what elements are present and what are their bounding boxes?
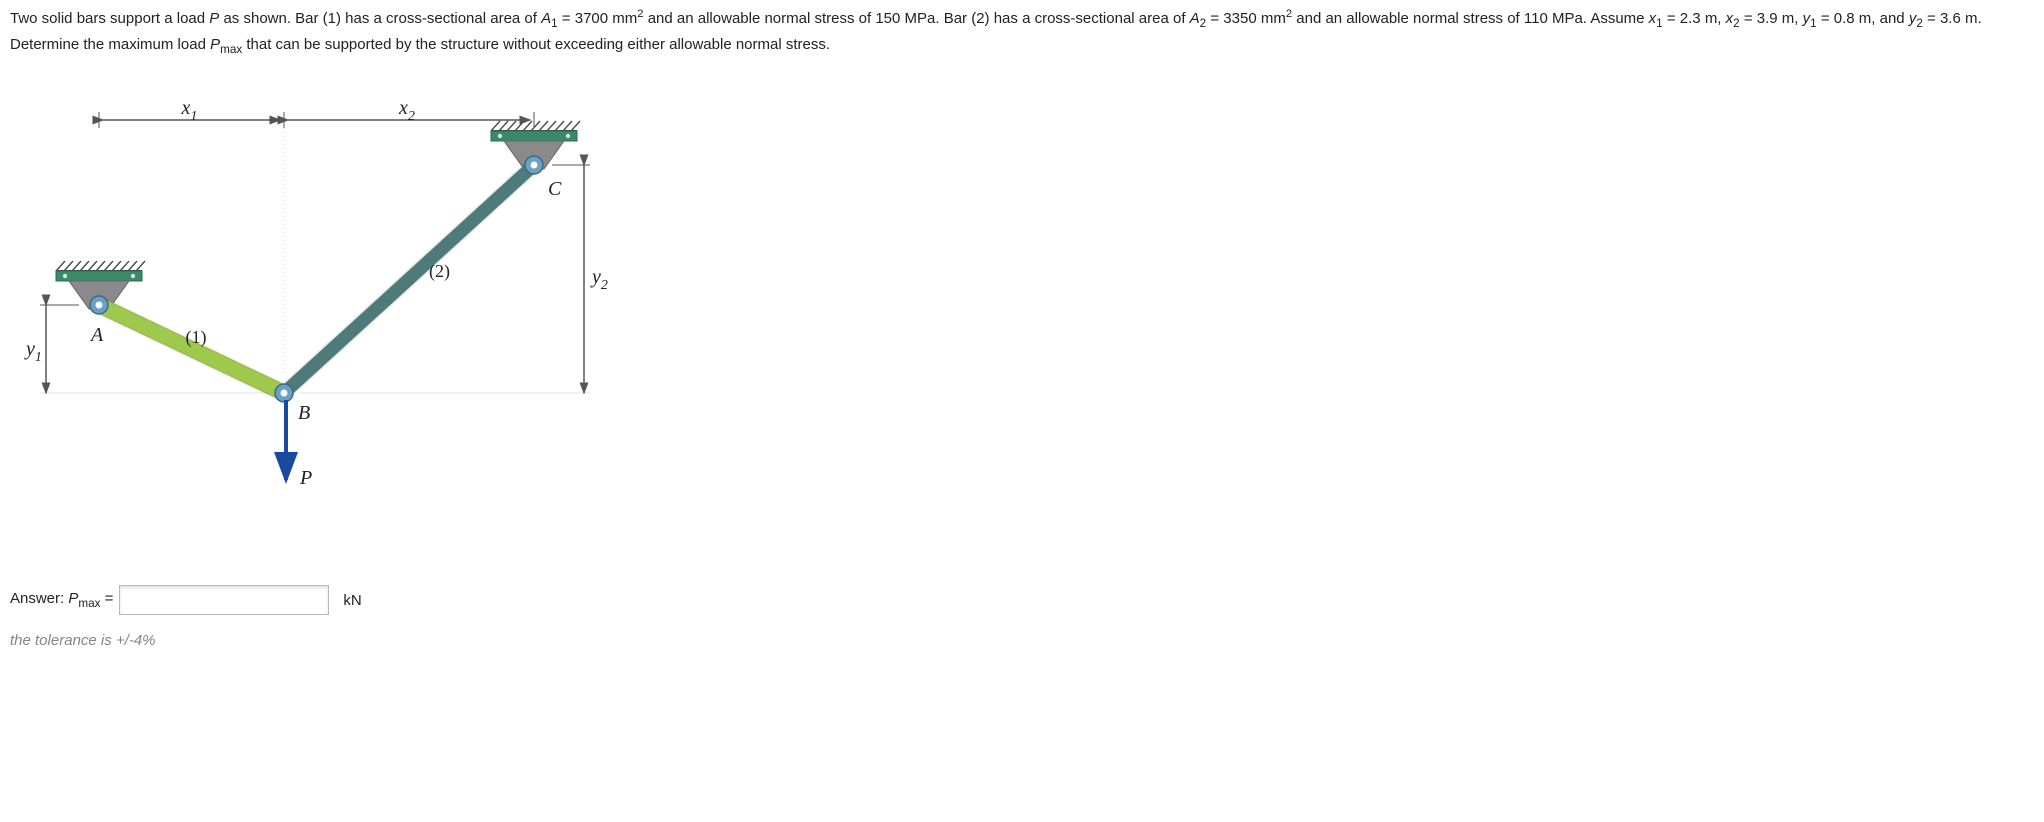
pmax-input[interactable] xyxy=(119,585,329,615)
var-Pmax: P xyxy=(210,36,220,53)
text: = xyxy=(558,10,575,27)
text: 0.8 m, and xyxy=(1834,10,1909,27)
svg-text:(2): (2) xyxy=(429,261,450,282)
text: 2.3 m, xyxy=(1680,10,1726,27)
text: Two solid bars support a load xyxy=(10,10,209,27)
svg-text:A: A xyxy=(89,324,104,346)
svg-text:P: P xyxy=(299,467,312,489)
text: = xyxy=(1740,10,1757,27)
unit-label: kN xyxy=(343,589,361,612)
var-P: P xyxy=(209,10,219,27)
answer-row: Answer: Pmax = kN xyxy=(10,585,2034,615)
tolerance-note: the tolerance is +/-4% xyxy=(10,629,2034,652)
text: and an allowable normal stress of 150 MP… xyxy=(644,10,1190,27)
text: = xyxy=(1663,10,1680,27)
svg-text:B: B xyxy=(298,402,310,424)
diagram-svg: x1x2ABC(1)(2)y1y2P xyxy=(24,85,614,555)
svg-text:C: C xyxy=(548,178,562,200)
text: that can be supported by the structure w… xyxy=(242,36,830,53)
text: as shown. Bar (1) has a cross-sectional … xyxy=(219,10,541,27)
text: = xyxy=(1923,10,1940,27)
problem-statement: Two solid bars support a load P as shown… xyxy=(10,6,2030,59)
answer-label: Answer: Pmax = xyxy=(10,587,113,613)
text: and an allowable normal stress of 110 MP… xyxy=(1292,10,1649,27)
var-A2: A xyxy=(1190,10,1200,27)
svg-text:y2: y2 xyxy=(590,266,608,293)
text: 3350 mm xyxy=(1223,10,1286,27)
text: 3.9 m, xyxy=(1757,10,1803,27)
svg-text:(1): (1) xyxy=(186,327,207,348)
text: = xyxy=(1817,10,1834,27)
figure: x1x2ABC(1)(2)y1y2P xyxy=(24,85,614,555)
svg-text:y1: y1 xyxy=(24,338,42,365)
text: 3700 mm xyxy=(575,10,638,27)
sub: max xyxy=(220,43,242,56)
var-A1: A xyxy=(541,10,551,27)
text: = xyxy=(1206,10,1223,27)
